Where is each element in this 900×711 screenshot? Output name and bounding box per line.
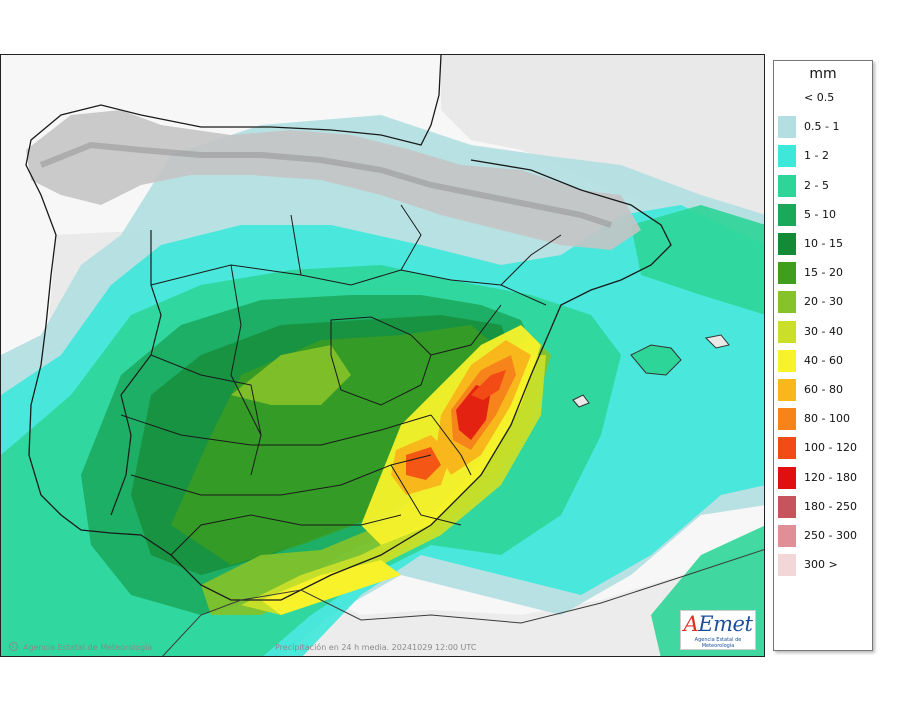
legend-swatch	[778, 554, 796, 577]
precipitation-legend: mm < 0.5 0.5 - 1 1 - 2 2 - 5 5 - 10 10 - 15 15…	[773, 60, 873, 651]
legend-label: 40 - 60	[804, 353, 843, 367]
map-canvas	[1, 55, 764, 656]
legend-label: 300 >	[804, 558, 838, 572]
legend-item: 0.5 - 1	[778, 116, 870, 139]
legend-label: 30 - 40	[804, 324, 843, 338]
menorca	[704, 334, 730, 349]
legend-label: 20 - 30	[804, 295, 843, 309]
ibiza	[572, 394, 590, 408]
legend-swatch	[778, 437, 796, 460]
relief-north	[26, 110, 641, 250]
map-caption: Precipitación en 24 h media. 20241029 12…	[275, 643, 477, 652]
legend-swatch	[778, 349, 796, 372]
legend-item: 5 - 10	[778, 203, 870, 226]
legend-item: 180 - 250	[778, 495, 870, 518]
legend-item: 30 - 40	[778, 320, 870, 343]
legend-label: 15 - 20	[804, 266, 843, 280]
legend-swatch	[778, 145, 796, 168]
legend-label: 1 - 2	[804, 149, 829, 163]
legend-item: < 0.5	[778, 87, 870, 109]
legend-swatch	[778, 116, 796, 139]
mallorca	[630, 344, 682, 376]
legend-label: 250 - 300	[804, 529, 857, 542]
legend-item: 10 - 15	[778, 233, 870, 255]
logo-tagline: Agencia Estatal de Meteorología	[694, 637, 742, 649]
legend-swatch	[778, 495, 796, 518]
legend-swatch	[778, 233, 796, 255]
legend-item: 15 - 20	[778, 262, 870, 285]
legend-swatch	[778, 408, 796, 431]
legend-item: 20 - 30	[778, 291, 870, 314]
logo-wordmark: AEmet	[683, 612, 753, 636]
legend-unit: mm	[809, 66, 837, 82]
legend-swatch	[778, 87, 796, 109]
legend-swatch	[778, 174, 796, 197]
legend-swatch	[778, 203, 796, 226]
legend-item: 1 - 2	[778, 145, 870, 168]
legend-item: 40 - 60	[778, 349, 870, 372]
legend-swatch	[778, 379, 796, 401]
legend-label: 100 - 120	[804, 441, 857, 455]
precip-30-40	[241, 355, 546, 615]
legend-item: 250 - 300	[778, 525, 870, 547]
legend-label: 5 - 10	[804, 207, 836, 221]
border-portugal	[110, 230, 162, 516]
region-borders	[120, 204, 562, 556]
legend-swatch	[778, 525, 796, 547]
legend-label: 60 - 80	[804, 383, 843, 396]
legend-label: 2 - 5	[804, 178, 829, 192]
legend-label: 80 - 100	[804, 412, 850, 426]
legend-label: 10 - 15	[804, 237, 843, 250]
legend-label: 180 - 250	[804, 499, 857, 513]
precipitation-map: c Agencia Estatal de Meteorología Precip…	[0, 54, 765, 657]
legend-swatch	[778, 466, 796, 489]
legend-label: < 0.5	[804, 91, 835, 104]
legend-item: 300 >	[778, 554, 870, 577]
legend-item: 2 - 5	[778, 174, 870, 197]
precip-100-120-murcia	[406, 447, 441, 480]
legend-swatch	[778, 262, 796, 285]
coastline-africa	[162, 549, 764, 656]
legend-swatch	[778, 291, 796, 314]
legend-item: 100 - 120	[778, 437, 870, 460]
legend-item: 60 - 80	[778, 379, 870, 401]
legend-swatch	[778, 320, 796, 343]
precip-40-60-south	[261, 560, 401, 615]
legend-item: 120 - 180	[778, 466, 870, 489]
copyright-icon: c	[9, 642, 18, 651]
aemet-logo: AEmet Agencia Estatal de Meteorología	[680, 610, 756, 650]
legend-label: 120 - 180	[804, 470, 857, 484]
precip-100-120	[471, 370, 506, 400]
precip-20-30-a	[231, 345, 351, 405]
legend-item: 80 - 100	[778, 408, 870, 431]
credit-text: Agencia Estatal de Meteorología	[23, 643, 153, 652]
coastline-iberia	[25, 55, 672, 601]
france-land	[441, 55, 764, 230]
legend-label: 0.5 - 1	[804, 120, 840, 134]
